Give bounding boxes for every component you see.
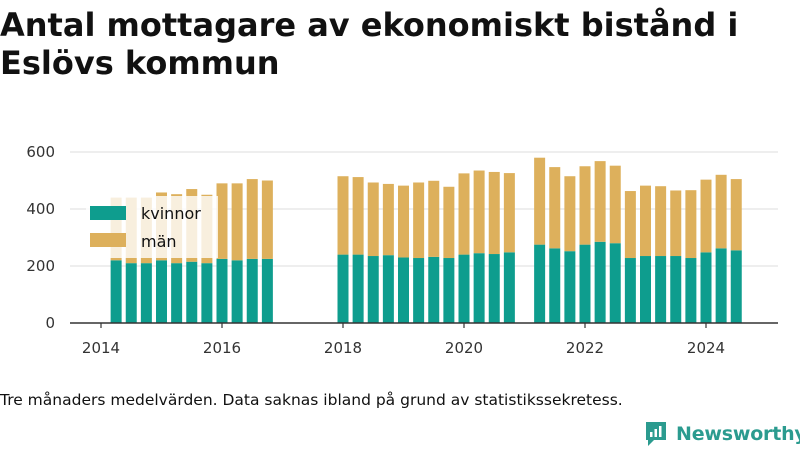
- bar-kvinnor: [231, 260, 243, 323]
- bar-kvinnor: [670, 256, 682, 323]
- x-tick-label: 2016: [203, 339, 241, 357]
- bar-kvinnor: [594, 241, 606, 323]
- bar-kvinnor: [564, 251, 576, 323]
- x-tick-label: 2018: [324, 339, 362, 357]
- x-tick-label: 2020: [445, 339, 483, 357]
- bar-kvinnor: [382, 255, 394, 323]
- bar-kvinnor: [609, 243, 621, 323]
- bar-kvinnor: [534, 244, 546, 323]
- bar-kvinnor: [503, 252, 515, 323]
- bar-man: [352, 177, 364, 255]
- y-ticks: 0 200 400 600: [26, 143, 55, 332]
- bar-kvinnor: [201, 263, 213, 323]
- bar-man: [715, 174, 727, 249]
- x-tick-label: 2024: [687, 339, 725, 357]
- y-tick-label: 0: [45, 314, 55, 332]
- bar-kvinnor: [473, 253, 485, 323]
- bar-kvinnor: [110, 260, 122, 323]
- bar-kvinnor: [186, 261, 198, 323]
- bar-kvinnor: [140, 263, 152, 323]
- legend: kvinnor män: [86, 196, 218, 258]
- bar-man: [458, 173, 470, 255]
- bar-man: [367, 182, 379, 257]
- newsworthy-logo-icon: [646, 422, 666, 446]
- bar-man: [670, 190, 682, 257]
- bar-kvinnor: [156, 260, 167, 323]
- bar-man: [413, 182, 425, 259]
- bar-man: [443, 186, 455, 259]
- bar-man: [503, 173, 515, 253]
- bar-kvinnor: [171, 263, 183, 323]
- bars: [110, 157, 742, 323]
- legend-swatch-kvinnor: [90, 206, 126, 220]
- y-tick-label: 200: [26, 257, 55, 275]
- x-ticks: 2014 2016 2018 2020 2022 2024: [82, 323, 725, 357]
- bar-kvinnor: [715, 248, 727, 323]
- bar-kvinnor: [367, 256, 379, 323]
- bar-man: [473, 170, 485, 254]
- bar-man: [624, 191, 636, 259]
- brand-logo: Newsworthy: [644, 420, 800, 448]
- chart-title: Antal mottagare av ekonomiskt bistånd i …: [0, 6, 739, 82]
- bar-man: [564, 176, 576, 252]
- bar-man: [428, 180, 440, 257]
- bar-man: [594, 161, 606, 242]
- bar-man: [246, 179, 258, 259]
- bar-man: [730, 179, 742, 251]
- bar-kvinnor: [549, 248, 561, 323]
- y-tick-label: 600: [26, 143, 55, 161]
- bar-man: [609, 165, 621, 244]
- bar-kvinnor: [730, 250, 742, 323]
- bar-man: [488, 171, 500, 255]
- bar-kvinnor: [685, 258, 697, 323]
- bar-man: [534, 157, 546, 245]
- bar-kvinnor: [413, 258, 425, 323]
- bar-kvinnor: [337, 254, 349, 323]
- bar-man: [579, 166, 591, 245]
- bar-man: [685, 190, 697, 259]
- bar-kvinnor: [443, 258, 455, 323]
- bar-man: [398, 185, 409, 258]
- bar-kvinnor: [488, 254, 500, 323]
- bar-man: [231, 183, 243, 261]
- bar-kvinnor: [655, 256, 667, 323]
- x-tick-label: 2014: [82, 339, 120, 357]
- bar-kvinnor: [428, 256, 440, 323]
- footnote: Tre månaders medelvärden. Data saknas ib…: [0, 391, 623, 409]
- bar-man: [640, 185, 651, 257]
- bar-kvinnor: [216, 258, 228, 323]
- bar-man: [382, 183, 394, 256]
- bar-kvinnor: [261, 258, 273, 323]
- bar-kvinnor: [398, 257, 409, 323]
- legend-swatch-man: [90, 233, 126, 247]
- bar-man: [655, 186, 667, 257]
- bar-man: [549, 167, 561, 249]
- bar-kvinnor: [352, 254, 364, 323]
- bar-man: [216, 183, 228, 259]
- legend-label-kvinnor: kvinnor: [141, 204, 201, 223]
- brand-name: Newsworthy: [676, 423, 800, 445]
- bar-man: [261, 180, 273, 259]
- y-tick-label: 400: [26, 200, 55, 218]
- bar-man: [337, 176, 349, 255]
- bar-kvinnor: [125, 263, 137, 323]
- chart: 0 200 400 600 2014 2016 2018 2020 2022 2024 kvin…: [26, 143, 778, 357]
- bar-kvinnor: [700, 252, 712, 323]
- bar-kvinnor: [458, 254, 470, 323]
- bar-man: [700, 179, 712, 253]
- legend-label-man: män: [141, 232, 177, 251]
- bar-kvinnor: [624, 258, 636, 323]
- bar-kvinnor: [640, 256, 651, 323]
- x-tick-label: 2022: [566, 339, 604, 357]
- bar-kvinnor: [246, 258, 258, 323]
- bar-kvinnor: [579, 244, 591, 323]
